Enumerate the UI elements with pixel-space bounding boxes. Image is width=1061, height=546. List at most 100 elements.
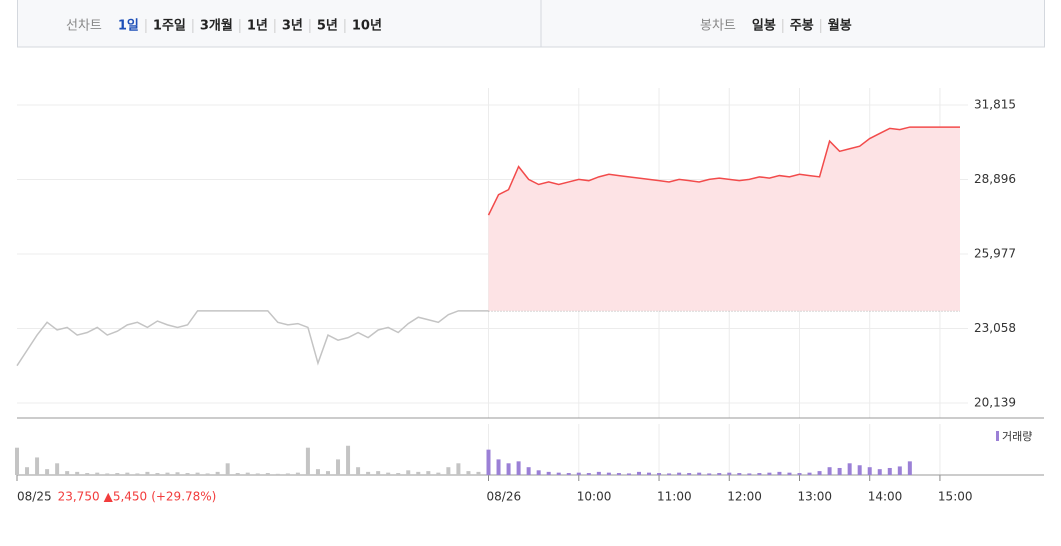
volume-bar — [376, 471, 381, 475]
volume-bar — [25, 467, 30, 475]
volume-bar — [65, 471, 70, 475]
volume-bar — [767, 472, 772, 475]
tab[interactable]: 3년 — [282, 19, 303, 34]
volume-bar — [536, 470, 541, 475]
volume-bar — [75, 471, 80, 475]
plot: 20,139 23,058 25,977 28,896 31,815 08/25 08/26… — [15, 88, 1044, 504]
x-tick-label: 14:00 — [868, 490, 903, 504]
volume-bar — [285, 473, 290, 475]
x-tick-label: 12:00 — [727, 490, 762, 504]
tab-group: 선차트 1일 1주일 3개월 1년 3년 5년 10년 봉차트 일봉 주봉 월봉 — [66, 18, 852, 34]
volume-bar — [155, 473, 160, 475]
volume-bar — [235, 473, 240, 475]
volume-bar — [476, 471, 481, 475]
volume-bar — [626, 473, 631, 475]
tab[interactable]: 10년 — [352, 19, 382, 34]
tab[interactable]: 5년 — [317, 19, 338, 34]
volume-bar — [867, 467, 872, 475]
volume-bar — [305, 447, 310, 475]
volume-bar — [857, 465, 862, 475]
volume-bar — [616, 473, 621, 475]
volume-bar — [606, 472, 611, 475]
volume-bar — [55, 463, 60, 475]
y-tick-label: 20,139 — [974, 396, 1016, 410]
volume-bar — [907, 461, 912, 475]
volume-bar — [576, 472, 581, 475]
volume-bar — [516, 461, 521, 475]
volume-bar — [466, 471, 471, 475]
volume-bar — [807, 472, 812, 475]
volume-bar — [135, 473, 140, 475]
area — [488, 127, 960, 311]
volume-bar — [647, 472, 652, 475]
price-change: ▲5,450 — [104, 490, 148, 504]
volume-bar — [456, 463, 461, 475]
x-tick-label: 13:00 — [797, 490, 832, 504]
volume-bar — [847, 463, 852, 475]
volume-bar — [115, 473, 120, 475]
tab[interactable]: 1주일 — [153, 19, 186, 34]
volume-bar — [446, 467, 451, 475]
volume-bar — [777, 471, 782, 475]
tab[interactable]: 1년 — [247, 19, 268, 34]
y-tick-label: 25,977 — [974, 247, 1016, 261]
x-tick-label: 15:00 — [938, 490, 973, 504]
volume-bar — [265, 473, 270, 475]
volume-bar — [205, 473, 210, 475]
volume-bar — [747, 473, 752, 475]
volume-bar — [506, 463, 511, 475]
volume-bar — [125, 472, 130, 475]
price-change: (+29.78%) — [151, 490, 216, 504]
price-change: 23,750 — [58, 490, 100, 504]
volume-bar — [586, 473, 591, 475]
volume-bar — [245, 472, 250, 475]
volume-bar — [315, 469, 320, 475]
volume-bar — [556, 472, 561, 475]
volume-bar — [255, 473, 260, 475]
tab-bar — [17, 0, 1045, 48]
volume-bar — [95, 472, 100, 475]
x-tick-label: 10:00 — [577, 490, 612, 504]
volume-bar — [526, 467, 531, 475]
legend-label: 거래량 — [1002, 430, 1032, 443]
volume-bar — [275, 473, 280, 475]
volume-bar — [225, 463, 230, 475]
volume-bar — [195, 472, 200, 475]
tab-label: 봉차트 — [700, 19, 736, 34]
volume-bar — [15, 447, 19, 475]
price-line — [487, 126, 960, 216]
tab[interactable]: 일봉 — [752, 19, 776, 34]
volume-bar — [827, 467, 832, 475]
tab[interactable]: 1일 — [118, 19, 139, 34]
volume-bar — [406, 470, 411, 475]
tab[interactable]: 월봉 — [828, 18, 852, 34]
volume-bar — [426, 471, 431, 475]
volume-bar — [636, 471, 641, 475]
y-tick-label: 28,896 — [974, 172, 1016, 186]
volume-bar — [697, 472, 702, 475]
tab-label: 선차트 — [66, 19, 102, 34]
volume-bar — [336, 459, 341, 475]
tab[interactable]: 주봉 — [790, 19, 814, 34]
volume-bar — [667, 473, 672, 475]
volume-bar — [386, 472, 391, 475]
tab[interactable]: 3개월 — [200, 18, 233, 34]
volume-bar — [436, 472, 441, 475]
x-tick-label: 11:00 — [657, 490, 692, 504]
volume-bar — [727, 472, 732, 475]
volume-bar — [677, 472, 682, 475]
volume-bar — [185, 473, 190, 475]
volume-bar — [356, 467, 361, 475]
legend-swatch — [996, 431, 999, 441]
volume-bar — [145, 471, 150, 475]
volume-bar — [687, 473, 692, 475]
volume-bar — [596, 471, 601, 475]
volume-bar — [757, 473, 762, 475]
volume-bar — [165, 472, 170, 475]
volume-bar — [486, 449, 491, 475]
volume-bar — [887, 467, 892, 475]
volume-bar — [737, 473, 742, 475]
x-tick-label: 08/26 — [487, 490, 522, 504]
volume-bar — [45, 469, 50, 475]
